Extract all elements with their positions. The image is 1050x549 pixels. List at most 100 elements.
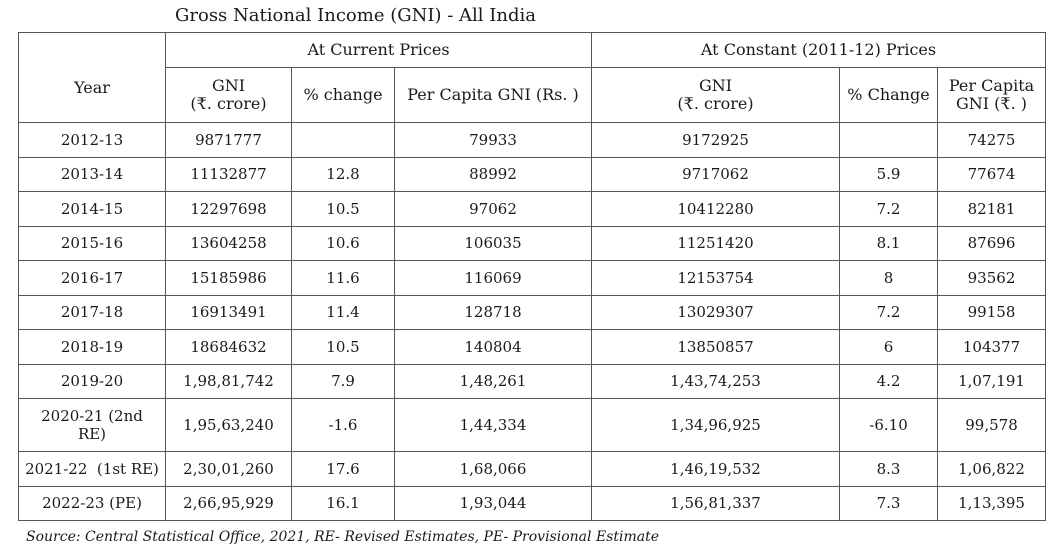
current-change-cell: 10.6 <box>291 225 395 261</box>
constant-gni-cell: 10412280 <box>591 191 840 227</box>
current-change-cell: 10.5 <box>291 329 395 365</box>
table-row: 2018-19 18684632 10.5 140804 13850857 6 … <box>18 329 1047 365</box>
constant-change-cell: 7.2 <box>839 294 938 330</box>
constant-change-cell: 7.3 <box>839 485 938 521</box>
constant-per-capita-cell: 87696 <box>936 225 1047 261</box>
constant-gni-cell: 12153754 <box>591 260 840 296</box>
constant-gni-cell: 13029307 <box>591 294 840 330</box>
current-change-cell: 10.5 <box>291 191 395 227</box>
table-row: 2019-20 1,98,81,742 7.9 1,48,261 1,43,74… <box>18 363 1047 399</box>
constant-gni-cell: 1,43,74,253 <box>591 363 840 399</box>
current-gni-cell: 12297698 <box>165 191 292 227</box>
table-row: 2016-17 15185986 11.6 116069 12153754 8 … <box>18 260 1047 296</box>
current-prices-header: At Current Prices <box>165 32 592 68</box>
constant-prices-header: At Constant (2011-12) Prices <box>590 32 1047 68</box>
constant-gni-cell: 13850857 <box>591 329 840 365</box>
constant-per-capita-cell: 82181 <box>936 191 1047 227</box>
current-change-cell: 11.4 <box>291 294 395 330</box>
current-per-capita-cell: 128718 <box>394 294 592 330</box>
table-row: 2012-13 9871777 79933 9172925 74275 <box>18 122 1047 158</box>
constant-per-capita-cell: 1,07,191 <box>936 363 1047 399</box>
current-change-cell: -1.6 <box>291 398 395 452</box>
current-change-cell: 16.1 <box>291 485 395 521</box>
constant-change-cell: 5.9 <box>839 156 938 192</box>
year-cell: 2015-16 <box>18 225 166 261</box>
current-gni-cell: 9871777 <box>165 122 292 158</box>
current-gni-cell: 18684632 <box>165 329 292 365</box>
current-gni-header: GNI (₹. crore) <box>165 67 292 123</box>
constant-gni-header: GNI (₹. crore) <box>591 67 840 123</box>
current-per-capita-cell: 106035 <box>394 225 592 261</box>
header-row-groups: Year At Current Prices At Constant (2011… <box>18 32 1047 123</box>
table-row: 2013-14 11132877 12.8 88992 9717062 5.9 … <box>18 156 1047 192</box>
header-row-columns: GNI (₹. crore) % change Per Capita GNI (… <box>19 67 1047 123</box>
constant-per-capita-cell: 104377 <box>936 329 1047 365</box>
constant-change-cell: 8 <box>839 260 938 296</box>
table-row: 2021-22 (1st RE) 2,30,01,260 17.6 1,68,0… <box>18 451 1047 487</box>
year-cell: 2013-14 <box>18 156 166 192</box>
constant-gni-cell: 11251420 <box>591 225 840 261</box>
table-row: 2020-21 (2nd RE) 1,95,63,240 -1.6 1,44,3… <box>18 398 1047 452</box>
current-per-capita-cell: 97062 <box>394 191 592 227</box>
table-row: 2014-15 12297698 10.5 97062 10412280 7.2… <box>18 191 1047 227</box>
year-cell: 2020-21 (2nd RE) <box>18 398 166 452</box>
constant-change-header: % Change <box>839 67 938 123</box>
constant-per-capita-cell: 77674 <box>936 156 1047 192</box>
current-gni-cell: 15185986 <box>165 260 292 296</box>
current-per-capita-cell: 1,68,066 <box>394 451 592 487</box>
current-gni-cell: 2,66,95,929 <box>165 485 292 521</box>
table-row: 2017-18 16913491 11.4 128718 13029307 7.… <box>18 294 1047 330</box>
current-per-capita-header: Per Capita GNI (Rs. ) <box>394 67 592 123</box>
constant-per-capita-cell: 74275 <box>936 122 1047 158</box>
current-gni-cell: 1,98,81,742 <box>165 363 292 399</box>
table-row: 2022-23 (PE) 2,66,95,929 16.1 1,93,044 1… <box>18 485 1047 521</box>
constant-per-capita-cell: 93562 <box>936 260 1047 296</box>
current-gni-cell: 13604258 <box>165 225 292 261</box>
current-per-capita-cell: 1,93,044 <box>394 485 592 521</box>
year-header: Year <box>18 32 166 123</box>
constant-change-cell: 8.3 <box>839 451 938 487</box>
constant-gni-cell: 9717062 <box>591 156 840 192</box>
year-cell: 2021-22 (1st RE) <box>18 451 166 487</box>
current-per-capita-cell: 79933 <box>394 122 592 158</box>
constant-change-cell: 8.1 <box>839 225 938 261</box>
constant-per-capita-cell: 99,578 <box>936 398 1047 452</box>
current-per-capita-cell: 88992 <box>394 156 592 192</box>
current-gni-cell: 2,30,01,260 <box>165 451 292 487</box>
current-gni-cell: 16913491 <box>165 294 292 330</box>
current-change-cell: 12.8 <box>291 156 395 192</box>
current-per-capita-cell: 116069 <box>394 260 592 296</box>
table-row: 2015-16 13604258 10.6 106035 11251420 8.… <box>18 225 1047 261</box>
constant-change-cell: 6 <box>839 329 938 365</box>
current-per-capita-cell: 140804 <box>394 329 592 365</box>
year-cell: 2019-20 <box>18 363 166 399</box>
current-gni-cell: 11132877 <box>165 156 292 192</box>
year-cell: 2012-13 <box>18 122 166 158</box>
current-change-header: % change <box>291 67 395 123</box>
year-cell: 2022-23 (PE) <box>18 485 166 521</box>
constant-change-cell: 4.2 <box>839 363 938 399</box>
constant-gni-cell: 1,46,19,532 <box>591 451 840 487</box>
year-cell: 2017-18 <box>18 294 166 330</box>
current-per-capita-cell: 1,48,261 <box>394 363 592 399</box>
constant-per-capita-header: Per Capita GNI (₹. ) <box>936 67 1047 123</box>
constant-gni-cell: 1,34,96,925 <box>591 398 840 452</box>
current-per-capita-cell: 1,44,334 <box>394 398 592 452</box>
table-title: Gross National Income (GNI) - All India <box>175 5 536 26</box>
constant-per-capita-cell: 1,13,395 <box>936 485 1047 521</box>
constant-gni-cell: 1,56,81,337 <box>591 485 840 521</box>
current-change-cell <box>291 122 395 158</box>
gni-table: Year At Current Prices At Constant (2011… <box>18 32 1047 521</box>
year-cell: 2014-15 <box>18 191 166 227</box>
current-change-cell: 7.9 <box>291 363 395 399</box>
constant-change-cell: 7.2 <box>839 191 938 227</box>
constant-per-capita-cell: 99158 <box>936 294 1047 330</box>
year-cell: 2018-19 <box>18 329 166 365</box>
current-gni-cell: 1,95,63,240 <box>165 398 292 452</box>
constant-change-cell: -6.10 <box>839 398 938 452</box>
constant-per-capita-cell: 1,06,822 <box>936 451 1047 487</box>
constant-gni-cell: 9172925 <box>591 122 840 158</box>
year-cell: 2016-17 <box>18 260 166 296</box>
current-change-cell: 17.6 <box>291 451 395 487</box>
constant-change-cell <box>839 122 938 158</box>
